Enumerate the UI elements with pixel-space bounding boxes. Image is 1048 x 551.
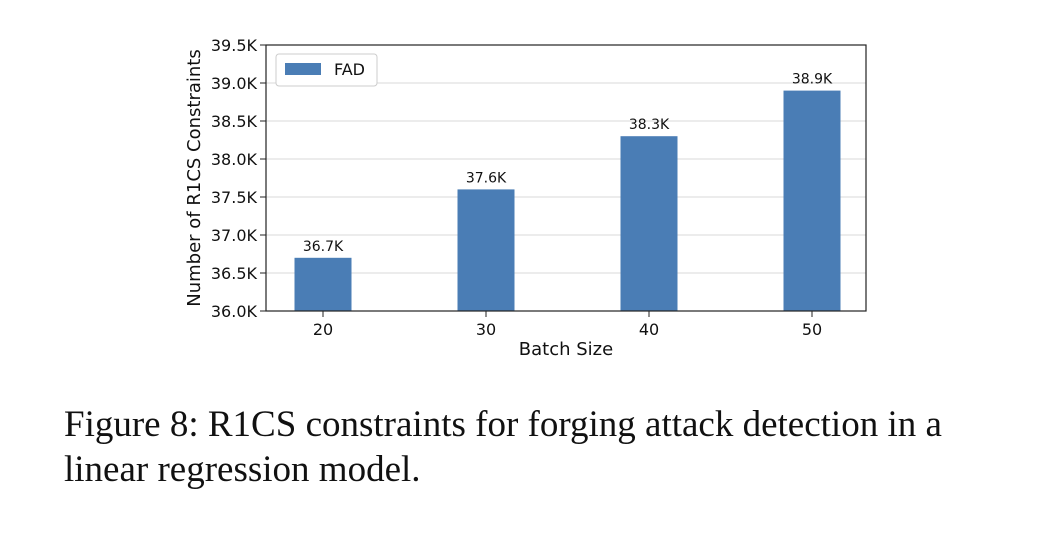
bar-value-label: 38.3K: [629, 117, 670, 133]
y-tick-label: 37.0K: [211, 226, 258, 245]
bar-value-label: 37.6K: [466, 170, 507, 186]
bar-chart: 36.0K 36.5K 37.0K 37.5K 38.0K 38.5K 39.0K 39.5K…: [184, 36, 867, 360]
bar-value-labels: 36.7K 37.6K 38.3K 38.9K: [303, 72, 833, 255]
y-tick-label: 39.0K: [211, 74, 258, 93]
bar: [294, 257, 352, 311]
x-tick-label: 20: [313, 320, 333, 339]
legend-label: FAD: [334, 60, 365, 79]
bar: [620, 136, 678, 311]
x-tick-label: 30: [476, 320, 496, 339]
x-tick-label: 40: [639, 320, 659, 339]
plot-frame: [265, 44, 867, 312]
y-tick-label: 38.5K: [211, 112, 258, 131]
y-tick-label: 39.5K: [211, 36, 258, 55]
bar: [783, 90, 841, 311]
legend: FAD: [275, 53, 378, 87]
x-axis-ticks: 20 30 40 50: [313, 311, 822, 339]
legend-box: [275, 53, 378, 87]
bar-value-label: 38.9K: [792, 72, 833, 88]
y-axis-label: Number of R1CS Constraints: [184, 49, 205, 306]
y-tick-label: 38.0K: [211, 150, 258, 169]
bar: [457, 189, 515, 311]
y-tick-label: 36.5K: [211, 264, 258, 283]
legend-swatch: [285, 63, 321, 75]
y-tick-label: 36.0K: [211, 302, 258, 321]
figure-caption: Figure 8: R1CS constraints for forging a…: [64, 404, 942, 490]
bar-value-label: 36.7K: [303, 239, 344, 255]
x-axis-label: Batch Size: [519, 339, 613, 360]
x-tick-label: 50: [802, 320, 822, 339]
y-axis-ticks: 36.0K 36.5K 37.0K 37.5K 38.0K 38.5K 39.0K 39.5K: [211, 36, 266, 321]
y-tick-label: 37.5K: [211, 188, 258, 207]
bars: [294, 90, 841, 311]
